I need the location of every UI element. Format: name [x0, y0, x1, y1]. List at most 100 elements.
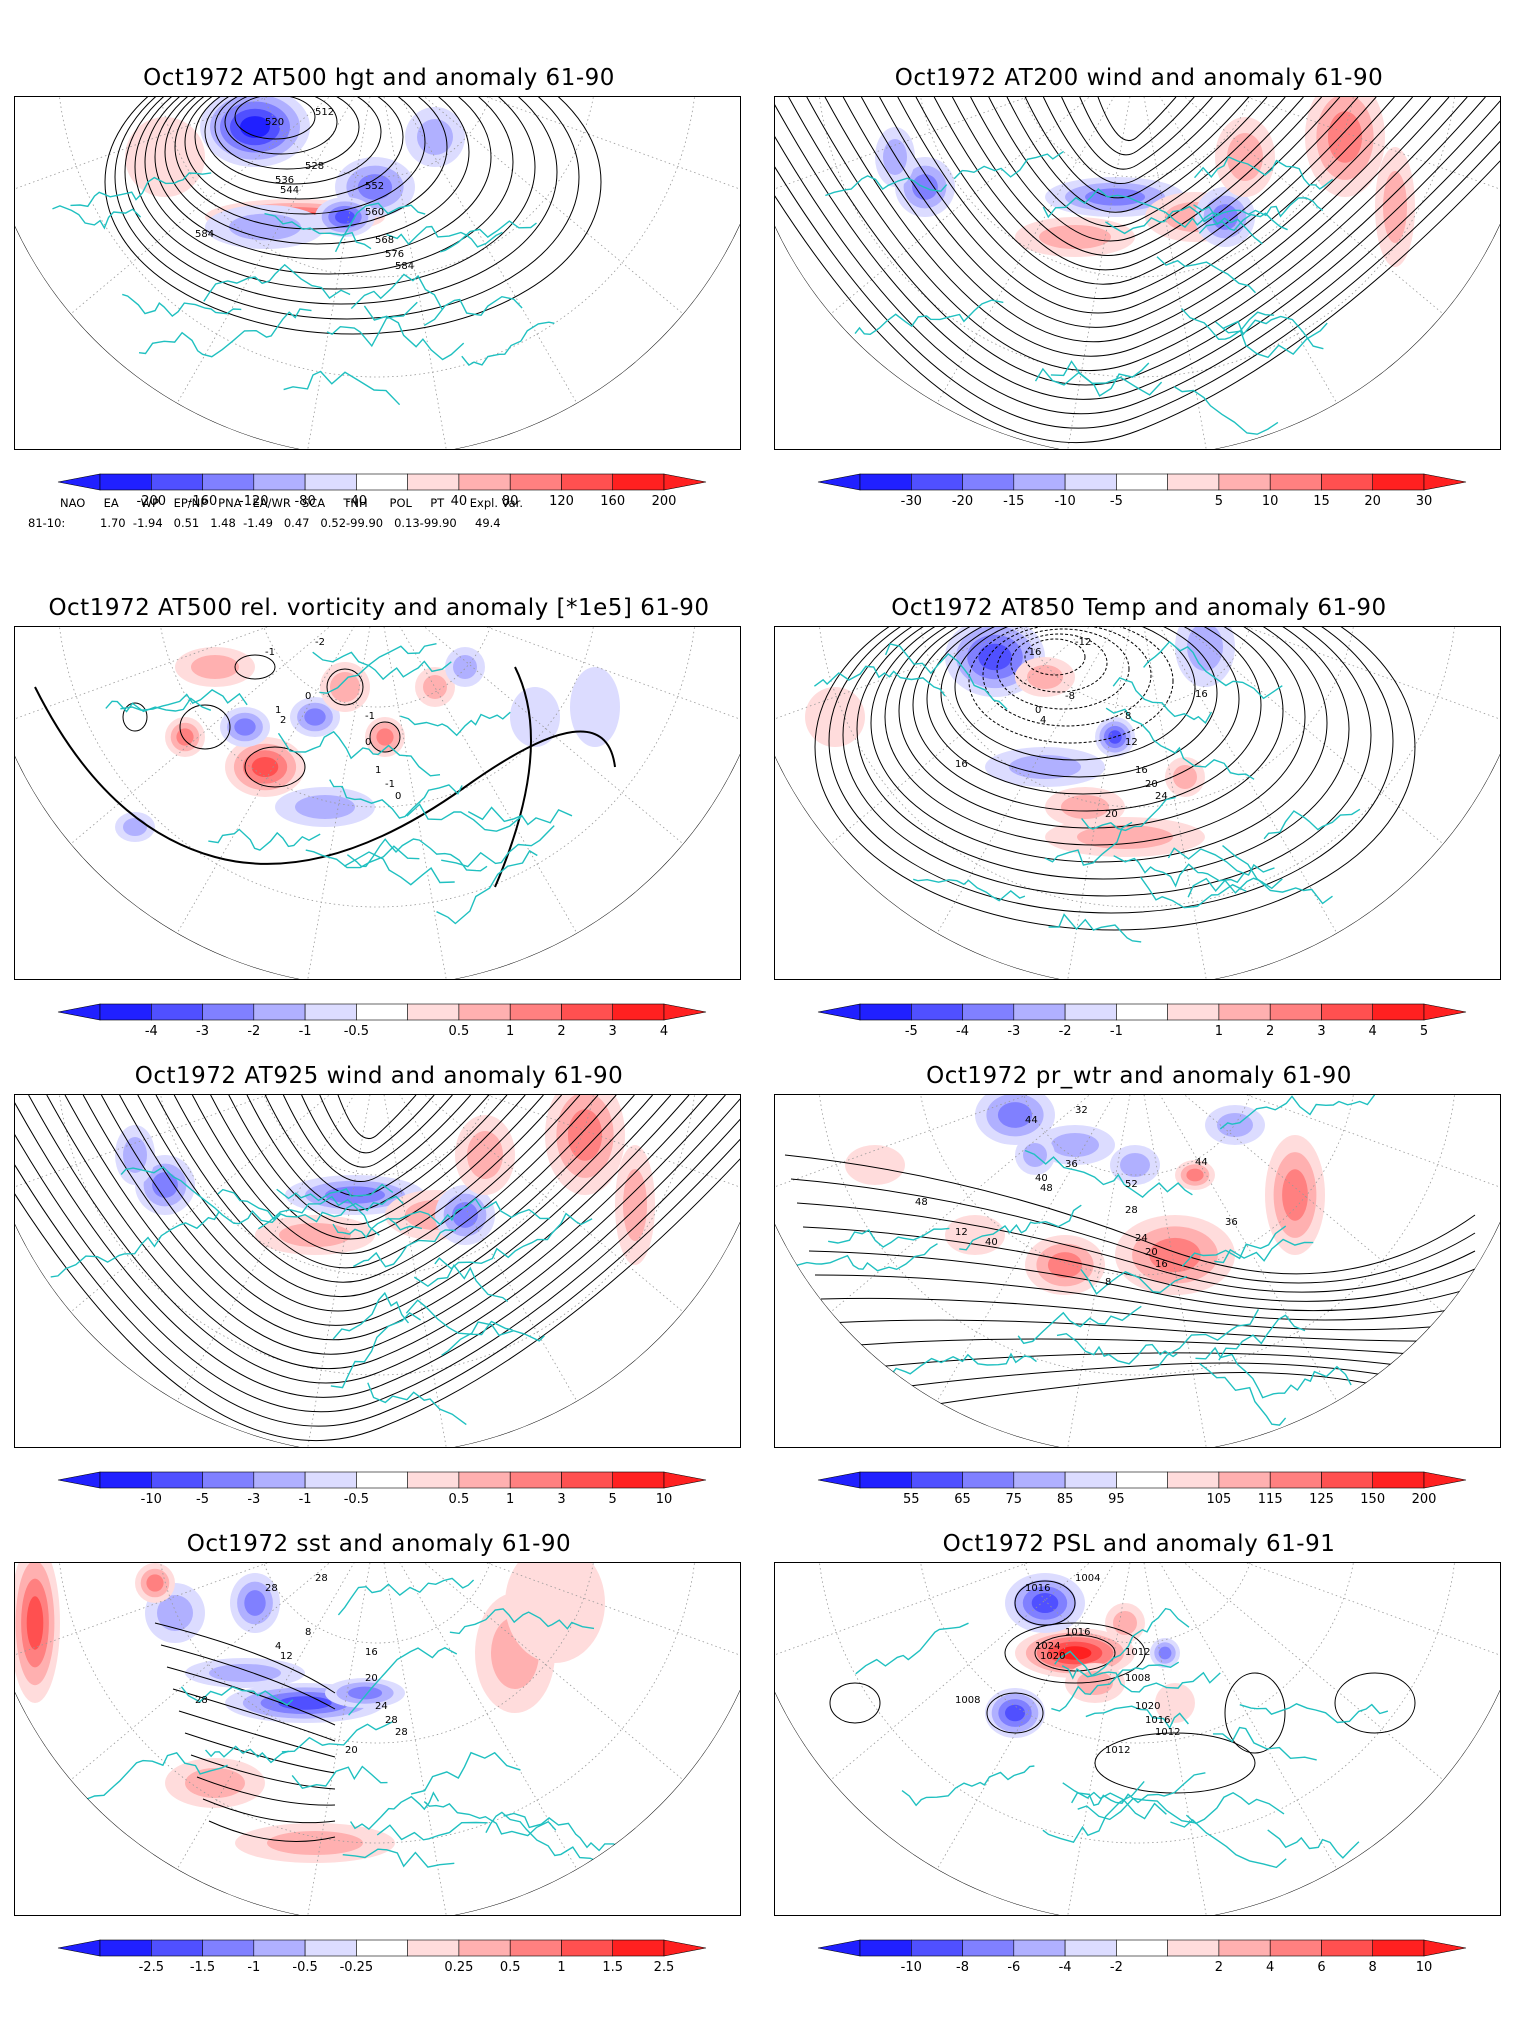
anomaly-shading — [978, 643, 1012, 671]
streamline — [337, 1095, 417, 1140]
panel-vort500: Oct1972 AT500 rel. vorticity and anomaly… — [14, 590, 744, 1090]
contour-label: 1024 — [1035, 1641, 1060, 1652]
colorbar-tick-label: 0.5 — [448, 1492, 470, 1507]
coastline — [503, 1812, 654, 1860]
colorbar-tick-label: 30 — [1415, 494, 1433, 509]
colorbar-segment — [407, 1471, 460, 1489]
contour-label: 1012 — [1155, 1727, 1180, 1738]
anomaly-shading — [423, 675, 447, 699]
anomaly-shading — [347, 1686, 383, 1700]
colorbar-tick-label: -10 — [140, 1492, 162, 1507]
colorbar-tick-label: 55 — [903, 1492, 920, 1507]
colorbar-segment — [253, 1939, 306, 1957]
streamline — [824, 97, 1450, 357]
meridian-line — [376, 1563, 740, 1661]
panel-title: Oct1972 sst and anomaly 61-90 — [186, 1531, 572, 1557]
coastline — [277, 730, 441, 777]
colorbar-tick-label: -1 — [247, 1960, 261, 1975]
coastline — [105, 697, 212, 713]
colorbar-arrow-left — [817, 1003, 861, 1021]
streamline — [319, 1095, 435, 1154]
coastlines — [105, 643, 573, 925]
meridian-line — [936, 97, 1138, 404]
height-contour — [134, 97, 536, 290]
colorbar-segment — [962, 1471, 1015, 1489]
colorbar-tick-label: 105 — [1206, 1492, 1232, 1507]
meridian-line — [376, 97, 447, 449]
colorbar-segment — [859, 1003, 912, 1021]
moisture-contour — [844, 1362, 1476, 1396]
contour-label: 16 — [955, 759, 968, 770]
streamline — [775, 97, 1500, 429]
colorbar-tick-label: 1 — [1214, 1024, 1224, 1039]
colorbar-segment — [962, 1003, 1015, 1021]
meridian-line — [15, 97, 378, 195]
colorbar-tick-label: 1 — [506, 1024, 515, 1039]
colorbar-tick-label: 120 — [549, 494, 574, 509]
colorbar-tick-label: -0.25 — [339, 1960, 374, 1975]
colorbar-segment — [202, 473, 255, 491]
anomaly-shading — [357, 174, 393, 200]
colorbar-segment — [561, 1939, 614, 1957]
colorbar-tick-label: 2 — [1214, 1960, 1224, 1975]
contour-label: 8 — [1125, 711, 1131, 722]
temperature-contour — [870, 627, 1328, 863]
streamline — [775, 97, 1500, 400]
colorbar-tick-label: 80 — [501, 494, 519, 509]
colorbar — [57, 473, 707, 491]
coastline — [913, 878, 1026, 902]
streamline — [155, 1095, 599, 1283]
coastline — [439, 220, 537, 253]
colorbar-segment — [509, 473, 562, 491]
contour-label: 28 — [1125, 1205, 1138, 1216]
colorbar-segment — [151, 473, 203, 491]
colorbar-tick-label: -2.5 — [138, 1960, 164, 1975]
coastline — [319, 643, 437, 694]
colorbar-arrow-right — [663, 1939, 707, 1957]
contour-label: 584 — [195, 229, 214, 240]
contour-label: -16 — [1025, 647, 1041, 658]
meridian-line — [376, 97, 740, 195]
colorbar-segment — [612, 1003, 665, 1021]
colorbar-segment — [962, 473, 1015, 491]
contour-label: 2 — [280, 715, 286, 726]
colorbar-tick-label: 125 — [1309, 1492, 1334, 1507]
coastline — [203, 263, 351, 302]
colorbar-segment — [304, 473, 357, 491]
contour-label: -2 — [315, 637, 325, 648]
meridian-line — [1136, 97, 1207, 449]
colorbar-segment — [1064, 473, 1117, 491]
meridian-line — [376, 1095, 740, 1193]
vorticity-contour — [179, 704, 231, 750]
coastline — [1143, 640, 1283, 700]
meridian-line — [376, 627, 447, 979]
anomaly-shading — [1158, 1646, 1172, 1660]
colorbar-tick-label: -2 — [1058, 1024, 1072, 1039]
height-contour — [234, 97, 316, 140]
coastline — [855, 1622, 969, 1675]
contour-label: 20 — [365, 1673, 378, 1684]
colorbar-segment — [859, 1939, 912, 1957]
colorbar-tick-label: -0.5 — [343, 1024, 370, 1039]
colorbar-segment — [1321, 1003, 1374, 1021]
border-line — [281, 1721, 393, 1753]
anomaly-shading — [191, 655, 239, 679]
colorbar-segment — [1116, 1939, 1168, 1957]
meridian-line — [775, 1095, 1138, 1193]
colorbar-arrow-right — [1423, 473, 1467, 491]
colorbar-segment — [1064, 1939, 1117, 1957]
border-line — [1149, 1309, 1260, 1371]
meridian-line — [1136, 97, 1338, 404]
contour-label: 16 — [365, 1647, 378, 1658]
sst-contour — [154, 1622, 336, 1694]
streamline — [100, 1095, 653, 1326]
colorbar-segment — [1218, 1471, 1271, 1489]
colorbar — [57, 1939, 707, 1957]
colorbar-segment — [99, 473, 152, 491]
contours — [784, 1154, 1476, 1420]
meridian-line — [15, 1095, 378, 1193]
streamline — [879, 97, 1395, 314]
panel-title: Oct1972 AT850 Temp and anomaly 61-90 — [891, 595, 1387, 621]
colorbar-arrow-left — [57, 1003, 101, 1021]
